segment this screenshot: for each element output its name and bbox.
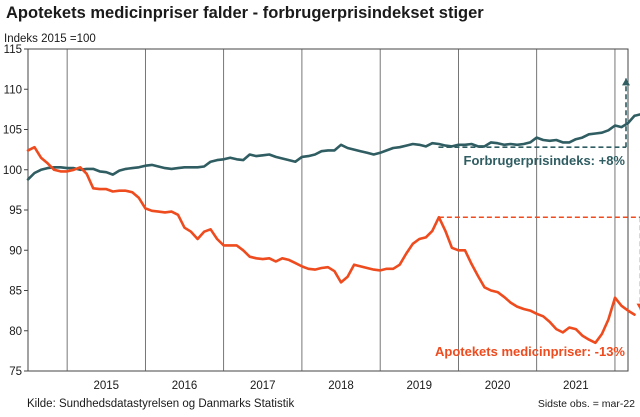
y-tick-label: 110 [4, 84, 22, 96]
x-axis-ticks: 2015 2016 2017 2018 2019 2020 2021 [93, 380, 588, 392]
x-tick-label: 2018 [328, 380, 354, 392]
x-tick-label: 2016 [172, 380, 198, 392]
chart-title: Apotekets medicinpriser falder - forbrug… [6, 4, 484, 22]
y-tick-label: 85 [9, 286, 22, 298]
y-axis-ticks: 75 80 85 90 95 100 105 110 115 [3, 44, 28, 378]
y-tick-label: 100 [3, 165, 22, 177]
series-labels: Forbrugerprisindeks: +8% Apotekets medici… [435, 153, 625, 359]
gridlines [27, 48, 629, 372]
y-axis-label: Indeks 2015 =100 [4, 33, 96, 45]
source-note: Kilde: Sundhedsdatastyrelsen og Danmarks… [27, 398, 295, 410]
series-lines [26, 113, 640, 345]
y-tick-label: 75 [9, 366, 22, 378]
annotations [438, 78, 640, 311]
x-tick-label: 2019 [407, 380, 433, 392]
series-line-med [26, 145, 636, 345]
series-line-cpi [26, 113, 640, 181]
plot-frame [27, 48, 629, 372]
y-tick-label: 105 [3, 125, 22, 137]
last-observation-note: Sidste obs. = mar-22 [537, 398, 635, 410]
x-tick-label: 2020 [485, 380, 511, 392]
y-tick-label: 95 [9, 205, 22, 217]
y-tick-label: 80 [9, 326, 22, 338]
y-tick-label: 90 [9, 245, 22, 257]
x-tick-label: 2017 [250, 380, 276, 392]
y-tick-label: 115 [4, 44, 22, 56]
x-tick-label: 2021 [563, 380, 589, 392]
series-annotation-med: Apotekets medicinpriser: -13% [435, 344, 625, 359]
annotation-arrowhead [636, 303, 640, 310]
x-tick-label: 2015 [93, 380, 119, 392]
annotation-arrowhead [622, 78, 630, 86]
series-annotation-cpi: Forbrugerprisindeks: +8% [464, 153, 626, 168]
